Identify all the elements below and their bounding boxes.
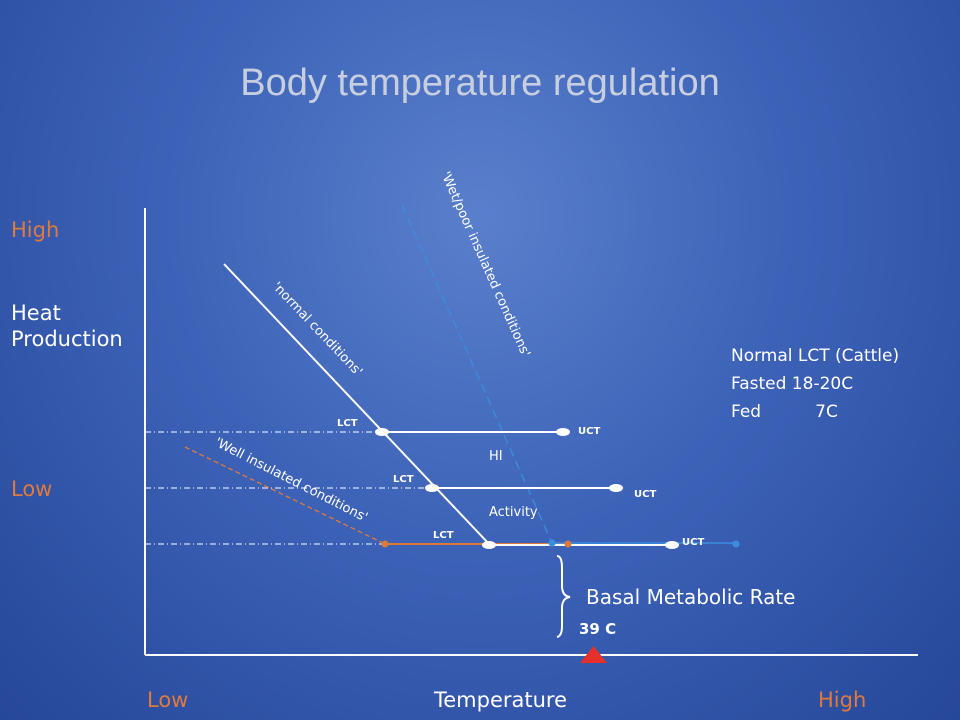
uct-label-top: UCT <box>578 426 600 437</box>
uct-marker-middle <box>609 484 623 492</box>
info-fasted: Fasted 18-20C <box>731 374 854 394</box>
blue-lct-dot <box>548 539 556 547</box>
activity-label: Activity <box>489 505 538 520</box>
body-temp-label: 39 C <box>579 620 616 638</box>
lct-label-top: LCT <box>337 418 358 429</box>
lct-label-middle: LCT <box>393 474 414 485</box>
bmr-label: Basal Metabolic Rate <box>586 585 795 609</box>
bmr-brace-icon <box>556 555 571 638</box>
y-axis-high-label: High <box>11 218 60 242</box>
well-insulated-label: 'Well insulated conditions' <box>212 435 370 525</box>
page-title: Body temperature regulation <box>240 62 720 104</box>
wet-conditions-label: 'Wet/poor insulated conditions' <box>437 170 533 360</box>
orange-lct-dot <box>381 540 389 548</box>
lct-marker-top <box>375 428 389 436</box>
lct-marker-middle <box>425 484 439 492</box>
x-axis-title: Temperature <box>434 688 568 712</box>
cattle-lct-info: Normal LCT (Cattle) Fasted 18-20C Fed 7C <box>731 342 899 426</box>
uct-marker-top <box>556 428 570 436</box>
y-axis-low-label: Low <box>11 477 53 501</box>
hi-label: HI <box>489 449 503 464</box>
well-insulated-line <box>184 446 386 545</box>
x-axis-low-label: Low <box>147 688 189 712</box>
lct-marker-bottom <box>482 541 496 549</box>
uct-label-middle: UCT <box>634 489 656 500</box>
uct-label-bottom: UCT <box>682 537 704 548</box>
uct-marker-bottom <box>665 541 679 549</box>
normal-conditions-label: 'normal conditions' <box>269 279 365 379</box>
body-temp-triangle-icon <box>580 646 607 663</box>
wet-conditions-line <box>401 204 553 544</box>
orange-uct-dot <box>564 540 572 548</box>
normal-conditions-line <box>223 263 491 546</box>
y-axis-title: Heat Production <box>11 301 123 351</box>
x-axis-high-label: High <box>818 688 867 712</box>
info-heading: Normal LCT (Cattle) <box>731 346 900 366</box>
blue-uct-dot <box>732 540 740 548</box>
lct-label-bottom: LCT <box>433 530 454 541</box>
info-fed: Fed 7C <box>731 402 838 422</box>
